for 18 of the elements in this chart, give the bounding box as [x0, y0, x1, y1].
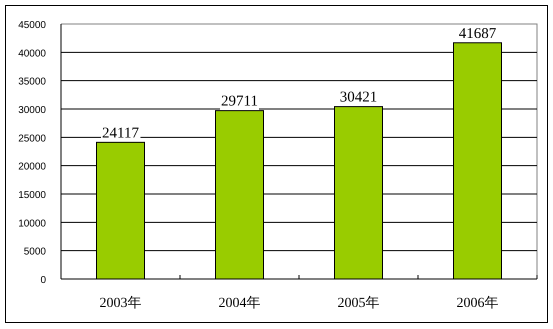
- x-tick-label: 2006年: [456, 295, 498, 311]
- x-tick-label: 2004年: [218, 295, 260, 311]
- y-tick-label: 45000: [18, 20, 46, 31]
- y-tick-label: 15000: [18, 190, 46, 201]
- y-tick-label: 30000: [18, 105, 46, 116]
- data-label: 29711: [221, 94, 258, 110]
- data-label: 24117: [102, 125, 140, 142]
- x-tick-label: 2003年: [100, 295, 142, 311]
- y-tick-label: 5000: [24, 246, 46, 258]
- y-tick-label: 40000: [18, 48, 46, 60]
- y-tick-label: 10000: [18, 218, 46, 230]
- data-label: 30421: [340, 90, 378, 106]
- y-tick-label: 25000: [18, 133, 46, 144]
- data-label: 41687: [458, 26, 497, 42]
- y-tick-label: 35000: [18, 76, 46, 88]
- y-tick-label: 0: [40, 275, 46, 286]
- x-tick-label: 2005年: [338, 295, 380, 311]
- y-tick-label: 20000: [18, 162, 46, 173]
